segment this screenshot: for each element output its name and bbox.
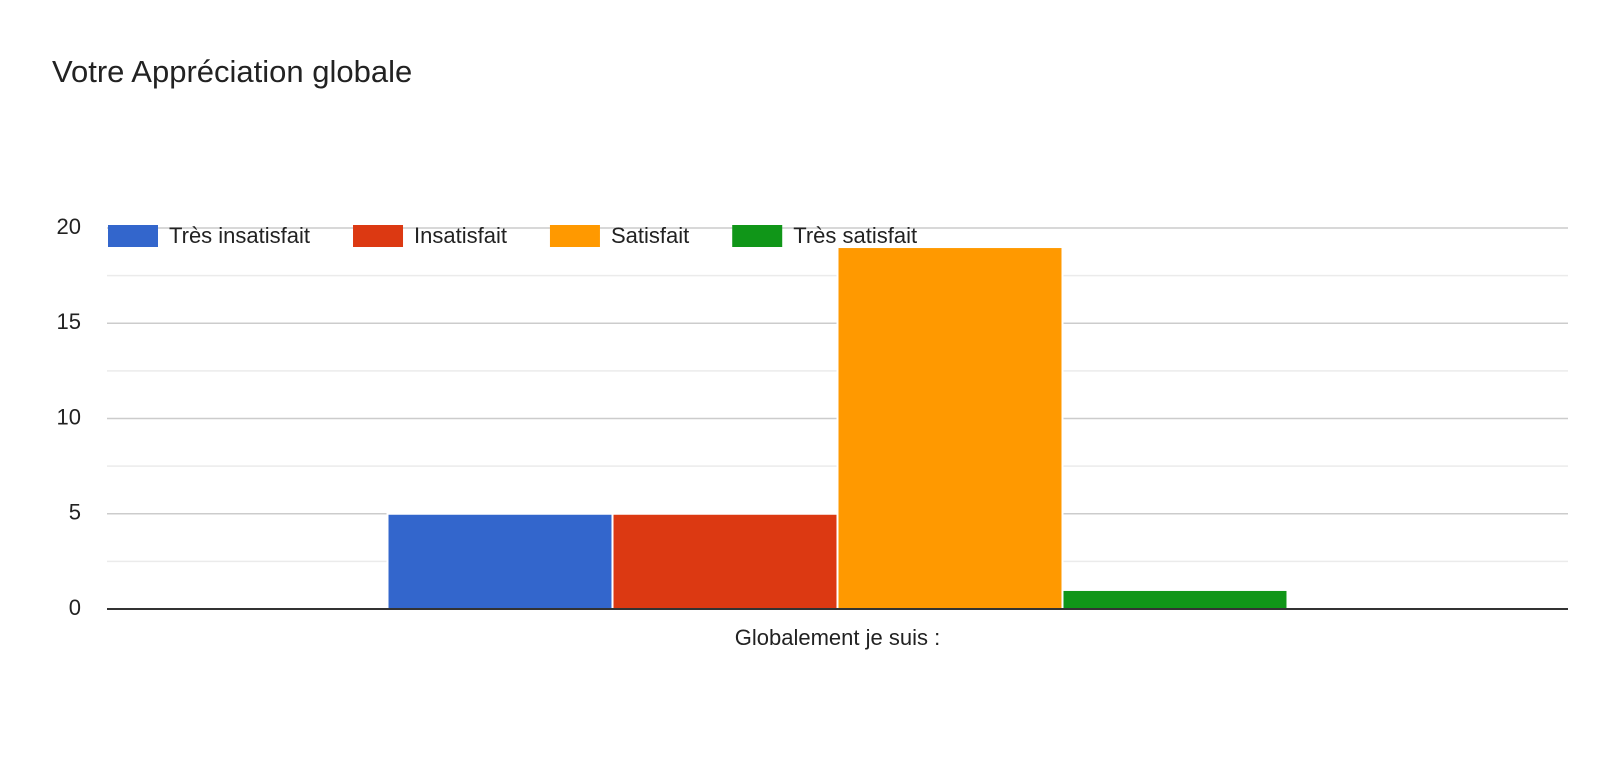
legend-label: Insatisfait bbox=[414, 223, 507, 248]
bar bbox=[611, 512, 839, 610]
legend-swatch bbox=[108, 225, 158, 247]
legend-swatch bbox=[549, 225, 600, 247]
legend-label: Satisfait bbox=[611, 223, 689, 248]
y-tick-label: 5 bbox=[69, 500, 81, 525]
legend-swatch bbox=[732, 225, 783, 247]
legend-swatch bbox=[353, 225, 404, 247]
x-tick-label: Globalement je suis : bbox=[735, 625, 940, 650]
y-tick-label: 15 bbox=[57, 309, 81, 334]
bar bbox=[1061, 588, 1289, 611]
bar bbox=[386, 512, 614, 610]
chart-title: Votre Appréciation globale bbox=[52, 54, 412, 89]
y-tick-label: 20 bbox=[57, 214, 81, 239]
legend-label: Très satisfait bbox=[793, 223, 917, 248]
y-tick-label: 0 bbox=[69, 595, 81, 620]
y-tick-label: 10 bbox=[57, 404, 81, 429]
bar bbox=[836, 246, 1064, 611]
legend-label: Très insatisfait bbox=[169, 223, 310, 248]
